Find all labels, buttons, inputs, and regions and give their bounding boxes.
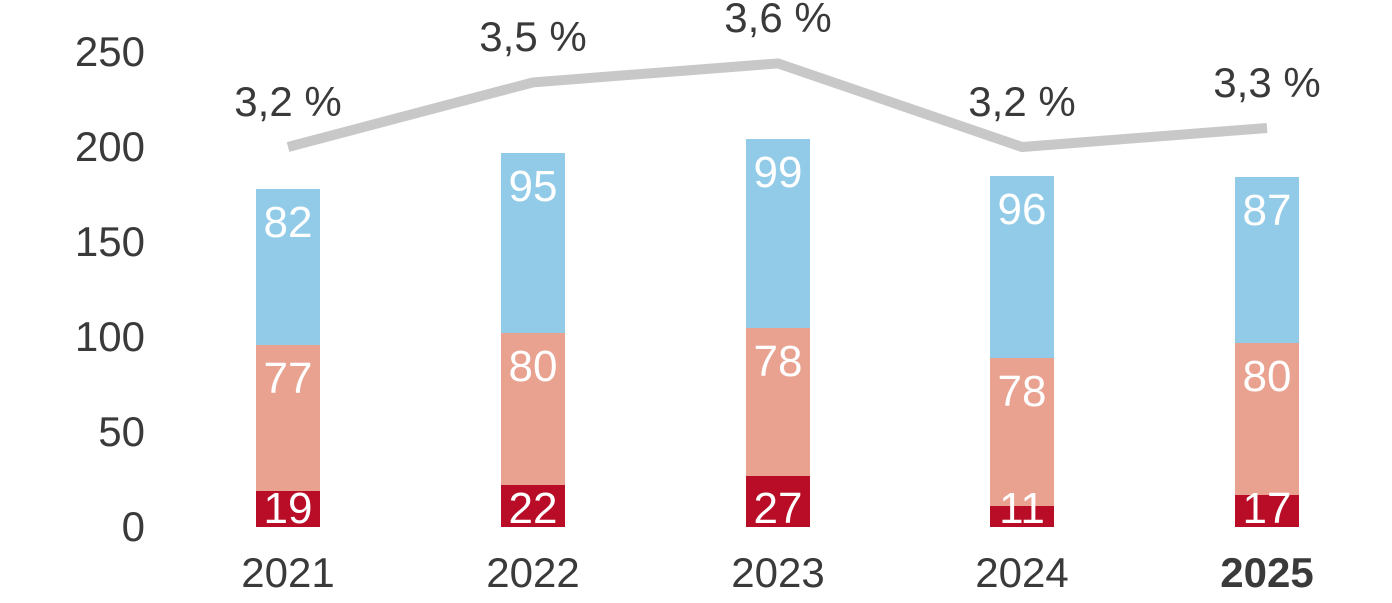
- trend-line: [286, 58, 1268, 153]
- stacked-bar-2024: 96 78 11: [990, 175, 1054, 531]
- bar-segment-value-label: 96: [997, 184, 1047, 234]
- bar-segment-middle-segment: 80: [501, 333, 565, 486]
- trend-percent-label: 3,5 %: [479, 13, 587, 61]
- bar-segment-value-label: 82: [263, 197, 313, 247]
- bar-segment-bottom-segment: 19: [256, 487, 320, 531]
- stacked-bar-2025: 87 80 17: [1235, 177, 1299, 531]
- y-axis-tick-label: 200: [74, 123, 145, 170]
- bar-segment-value-label: 87: [1242, 186, 1292, 236]
- bar-segment-value-label: 11: [999, 484, 1045, 533]
- trend-percent-label: 3,2 %: [968, 78, 1076, 125]
- bar-segment-value-label: 78: [997, 366, 1047, 416]
- x-axis-label-2024: 2024: [975, 549, 1069, 596]
- bar-segment-top-segment: 95: [501, 152, 565, 334]
- y-axis-tick-label: 50: [98, 408, 145, 455]
- bar-segment-middle-segment: 78: [990, 357, 1054, 507]
- bar-segment-value-label: 77: [263, 353, 313, 403]
- x-axis-label-2022: 2022: [486, 549, 580, 596]
- stacked-bar-2022: 95 80 22: [501, 152, 565, 531]
- bar-segment-middle-segment: 78: [746, 327, 810, 476]
- bar-segment-bottom-segment: 27: [746, 475, 810, 531]
- y-axis-tick-label: 0: [121, 503, 145, 550]
- bar-segment-bottom-segment: 22: [501, 485, 565, 531]
- y-axis-tick-label: 100: [74, 313, 145, 360]
- stacked-bar-2023: 99 78 27: [746, 139, 810, 531]
- trend-percent-label: 3,6 %: [724, 0, 832, 42]
- bar-segment-value-label: 27: [753, 484, 803, 533]
- bar-segment-top-segment: 87: [1235, 177, 1299, 343]
- bar-segment-top-segment: 96: [990, 175, 1054, 358]
- bar-segment-value-label: 17: [1242, 484, 1292, 533]
- bar-segment-middle-segment: 80: [1235, 342, 1299, 495]
- x-axis-label-2025: 2025: [1220, 549, 1314, 596]
- bar-segment-top-segment: 99: [746, 139, 810, 328]
- y-axis-tick-label: 250: [74, 28, 145, 75]
- trend-percent-label: 3,3 %: [1213, 59, 1321, 106]
- y-axis-tick-label: 150: [74, 218, 145, 265]
- bar-segment-value-label: 95: [508, 161, 558, 211]
- bar-segment-value-label: 19: [263, 484, 313, 533]
- bar-segment-value-label: 22: [508, 484, 558, 533]
- bar-segment-value-label: 78: [753, 336, 803, 386]
- bar-segment-top-segment: 82: [256, 188, 320, 345]
- bar-segment-value-label: 99: [753, 148, 803, 198]
- bar-segment-value-label: 80: [508, 342, 558, 392]
- bar-segment-bottom-segment: 11: [990, 487, 1054, 531]
- bar-segment-middle-segment: 77: [256, 344, 320, 491]
- x-axis-label-2023: 2023: [731, 549, 825, 596]
- bar-segment-value-label: 80: [1242, 351, 1292, 401]
- trend-percent-label: 3,2 %: [234, 78, 342, 125]
- bar-segment-bottom-segment: 17: [1235, 487, 1299, 531]
- x-axis-label-2021: 2021: [241, 549, 335, 596]
- stacked-bar-2021: 82 77 19: [256, 188, 320, 531]
